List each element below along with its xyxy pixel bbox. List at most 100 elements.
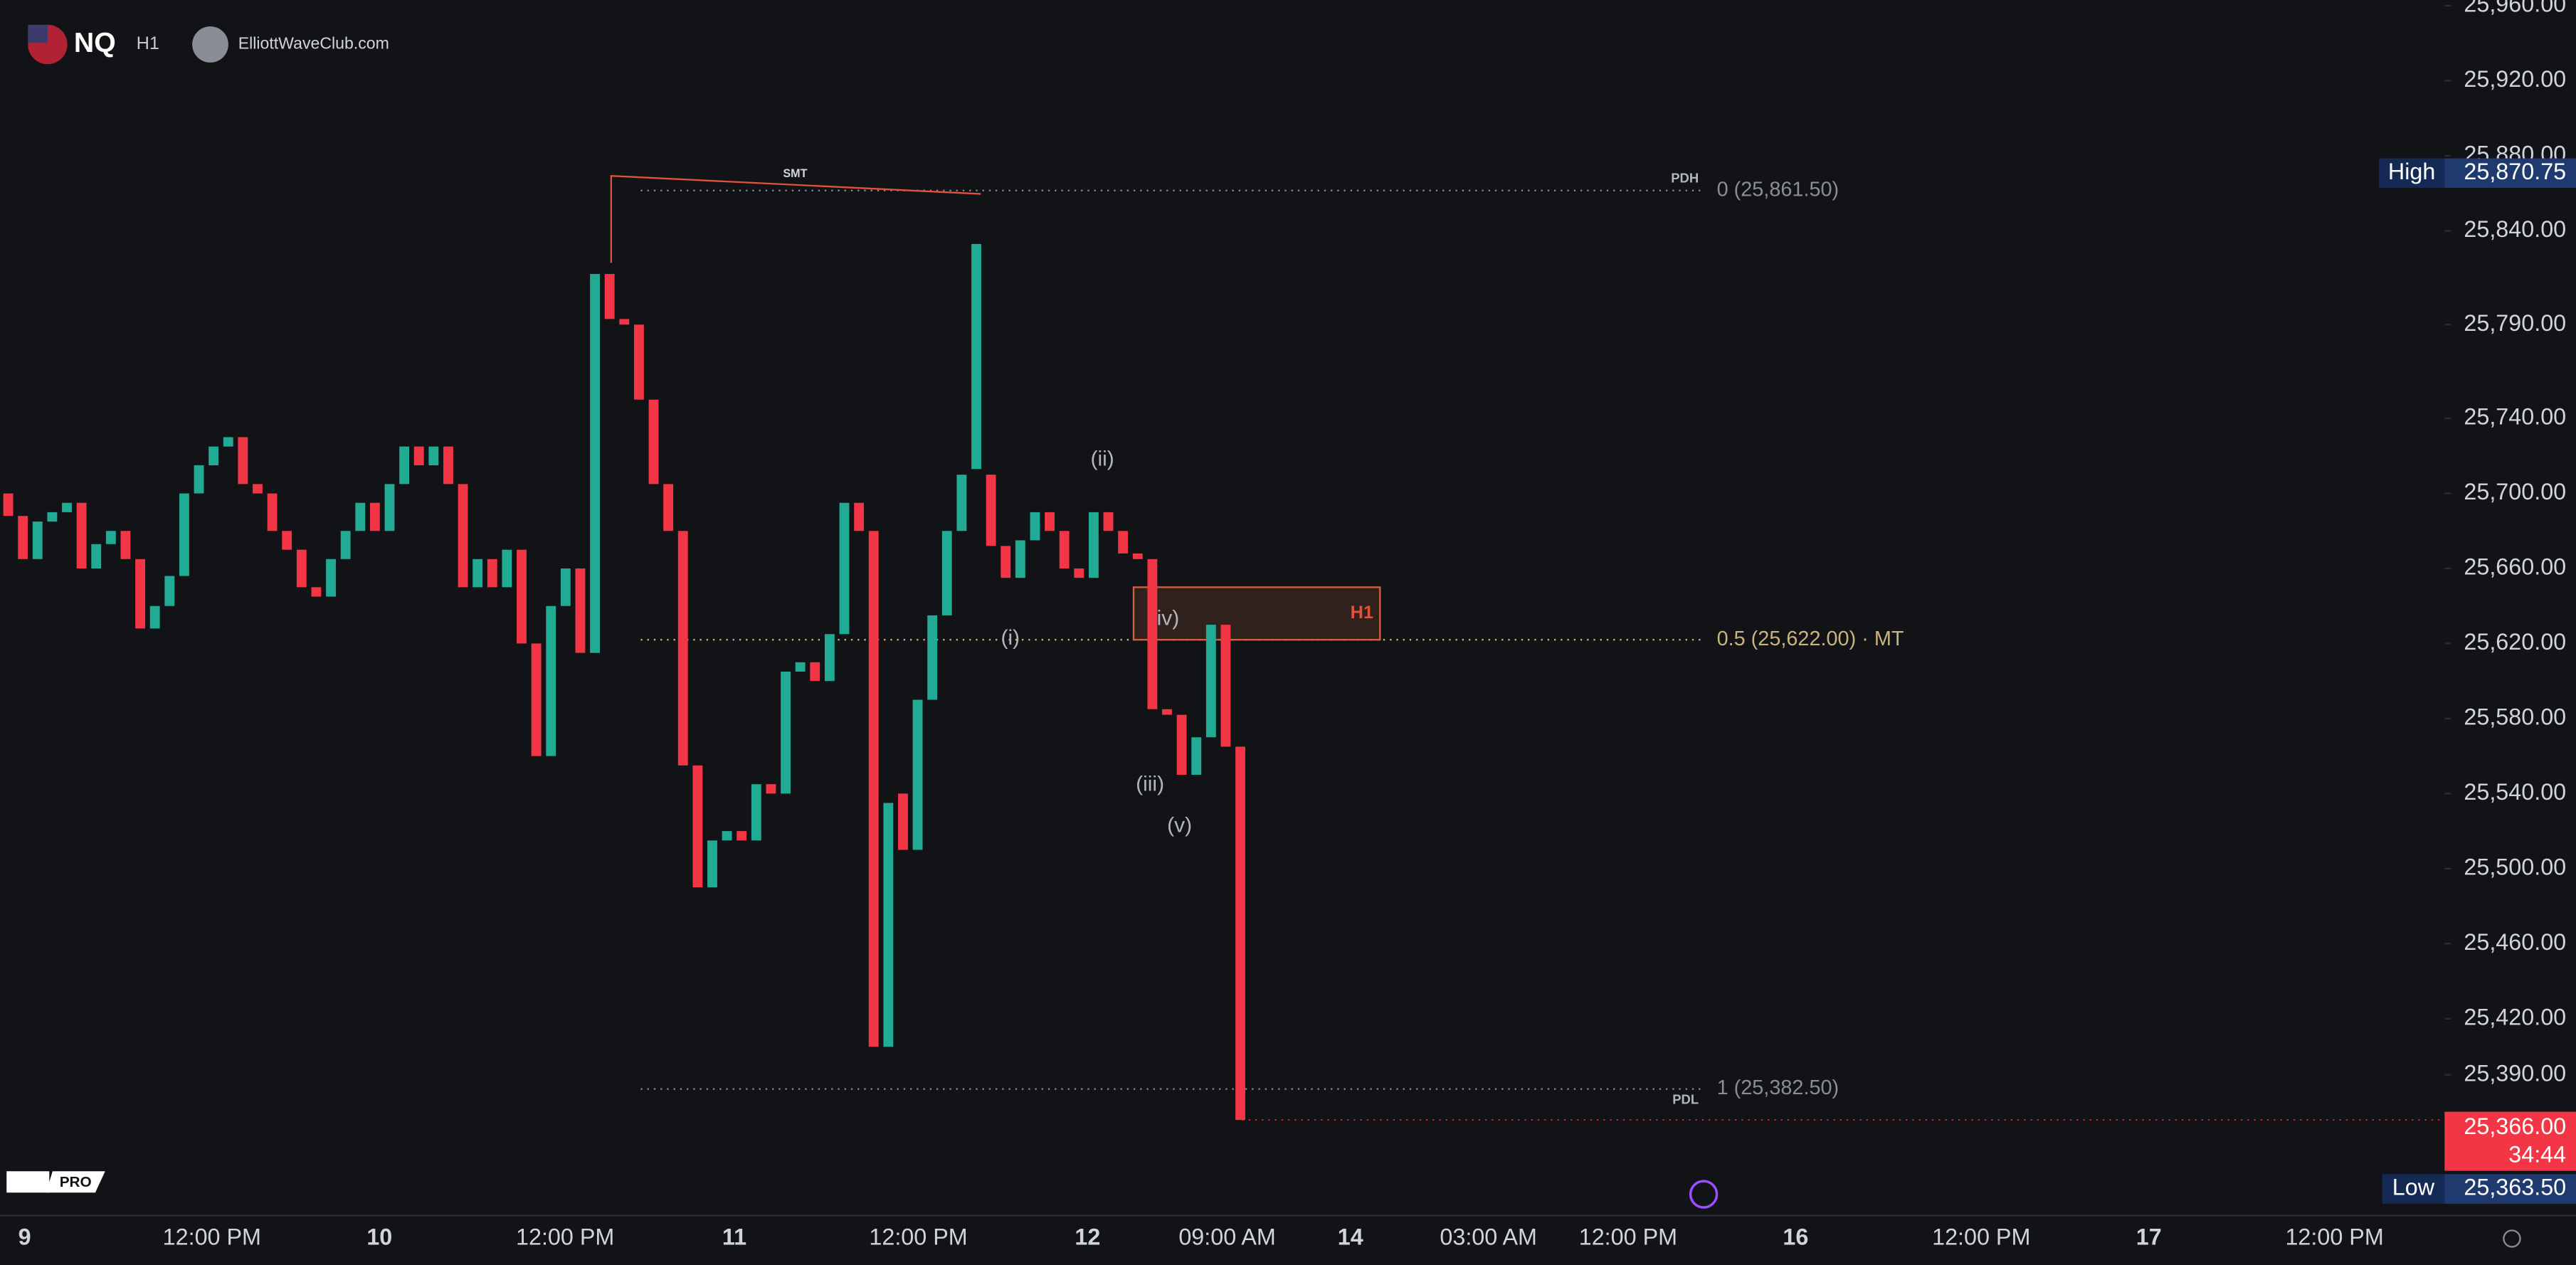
candle-body [839, 502, 850, 635]
x-tick-label: 12:00 PM [1579, 1224, 1677, 1249]
source: ElliottWaveClub.com [238, 34, 389, 53]
candle-body [751, 784, 761, 841]
x-tick-label: 09:00 AM [1178, 1224, 1276, 1249]
logo-badge [46, 1171, 105, 1193]
y-tick-label: 25,390.00 [2464, 1060, 2566, 1086]
candle-body [18, 516, 28, 559]
candle-body [1074, 568, 1084, 578]
x-tick-label: 12:00 PM [1932, 1224, 2030, 1249]
symbol-header: NQ H1 ElliottWaveClub.com [28, 24, 389, 65]
candle-body [633, 324, 644, 400]
candle-body [971, 243, 981, 470]
candle-body [253, 484, 263, 494]
candle-body [956, 475, 967, 531]
candle-body [149, 605, 160, 629]
low-badge [2444, 1174, 2576, 1204]
candle-body [604, 274, 615, 319]
candle-body [781, 672, 791, 794]
level-tag: PDL [1672, 1092, 1699, 1107]
low-name-badge [2382, 1174, 2445, 1204]
y-tick-label: 25,620.00 [2464, 629, 2566, 655]
high-name-badge [2378, 158, 2445, 189]
candle-body [473, 559, 483, 588]
candle-body [692, 765, 703, 888]
candle-body [1132, 553, 1143, 559]
x-tick-label: 10 [366, 1224, 392, 1249]
candle-body [179, 493, 189, 576]
candle-body [737, 831, 747, 841]
fib-label: 1 (25,382.50) [1717, 1076, 1839, 1099]
candle-body [105, 531, 116, 544]
candle-body [517, 549, 527, 644]
wave-label: iv) [1157, 606, 1180, 630]
candle-body [238, 437, 248, 485]
settings-button[interactable] [2503, 1229, 2521, 1248]
wave-label: (ii) [1090, 448, 1114, 471]
candle-body [326, 559, 336, 597]
candle-body [384, 484, 395, 531]
candle-body [120, 531, 131, 559]
y-tick-label: 25,420.00 [2464, 1004, 2566, 1030]
plot-area: 25,960.0025,920.0025,880.0025,840.0025,7… [3, 0, 2576, 1249]
flag-canton [28, 24, 48, 43]
candle-body [311, 587, 322, 597]
candle-body [619, 319, 630, 325]
x-tick-label: 17 [2136, 1224, 2162, 1249]
fib-label: 0 (25,861.50) [1717, 178, 1839, 201]
pro-badge: PRO [60, 1174, 92, 1190]
low-value: 25,363.50 [2464, 1175, 2566, 1200]
candle-body [1162, 709, 1172, 715]
logo-mark [6, 1171, 50, 1193]
candle-body [590, 274, 600, 653]
candle-body [941, 531, 952, 615]
wave-label: (iii) [1136, 773, 1164, 796]
scroll-button[interactable] [1689, 1180, 1719, 1209]
candle-body [1015, 540, 1025, 578]
high-badge [2444, 158, 2576, 189]
candle-body [986, 475, 996, 546]
x-tick-label: 03:00 AM [1440, 1224, 1537, 1249]
y-tick-label: 25,660.00 [2464, 554, 2566, 580]
candle-body [47, 512, 58, 522]
y-tick-label: 25,790.00 [2464, 310, 2566, 336]
x-tick-label: 14 [1338, 1224, 1363, 1249]
y-tick-label: 25,500.00 [2464, 854, 2566, 879]
x-tick-label: 16 [1783, 1224, 1808, 1249]
candle-body [766, 784, 776, 794]
y-tick-label: 25,960.00 [2464, 0, 2566, 17]
candle-body [458, 484, 468, 588]
candle-body [912, 699, 923, 850]
candle-body [135, 559, 145, 629]
last-price-badge [2444, 1111, 2576, 1171]
candle-body [355, 502, 366, 531]
low-name: Low [2392, 1175, 2435, 1200]
candle-body [487, 559, 497, 588]
x-tick-label: 12:00 PM [516, 1224, 614, 1249]
candle-body [282, 531, 292, 550]
smt-line [610, 174, 981, 263]
candle-body [164, 576, 175, 606]
candle-body [560, 568, 571, 606]
y-tick-label: 25,580.00 [2464, 704, 2566, 729]
candle-body [223, 437, 233, 447]
candle-body [428, 446, 439, 465]
candle-body [1001, 546, 1011, 578]
candle-body [296, 549, 307, 588]
x-tick-label: 9 [19, 1224, 31, 1249]
candle-body [531, 643, 542, 756]
candle-body [1205, 625, 1216, 738]
x-tick-label: 12:00 PM [869, 1224, 967, 1249]
candle-body [810, 662, 820, 682]
candle-body [91, 544, 102, 569]
high-value: 25,870.75 [2464, 159, 2566, 184]
wave-label: (i) [1001, 626, 1020, 650]
last-price: 25,366.00 [2464, 1113, 2566, 1139]
y-tick-label: 25,840.00 [2464, 216, 2566, 242]
candle-body [546, 605, 556, 756]
candle-body [1088, 512, 1099, 578]
high-name: High [2388, 159, 2435, 184]
countdown: 34:44 [2508, 1141, 2566, 1167]
candle-body [1147, 559, 1158, 709]
